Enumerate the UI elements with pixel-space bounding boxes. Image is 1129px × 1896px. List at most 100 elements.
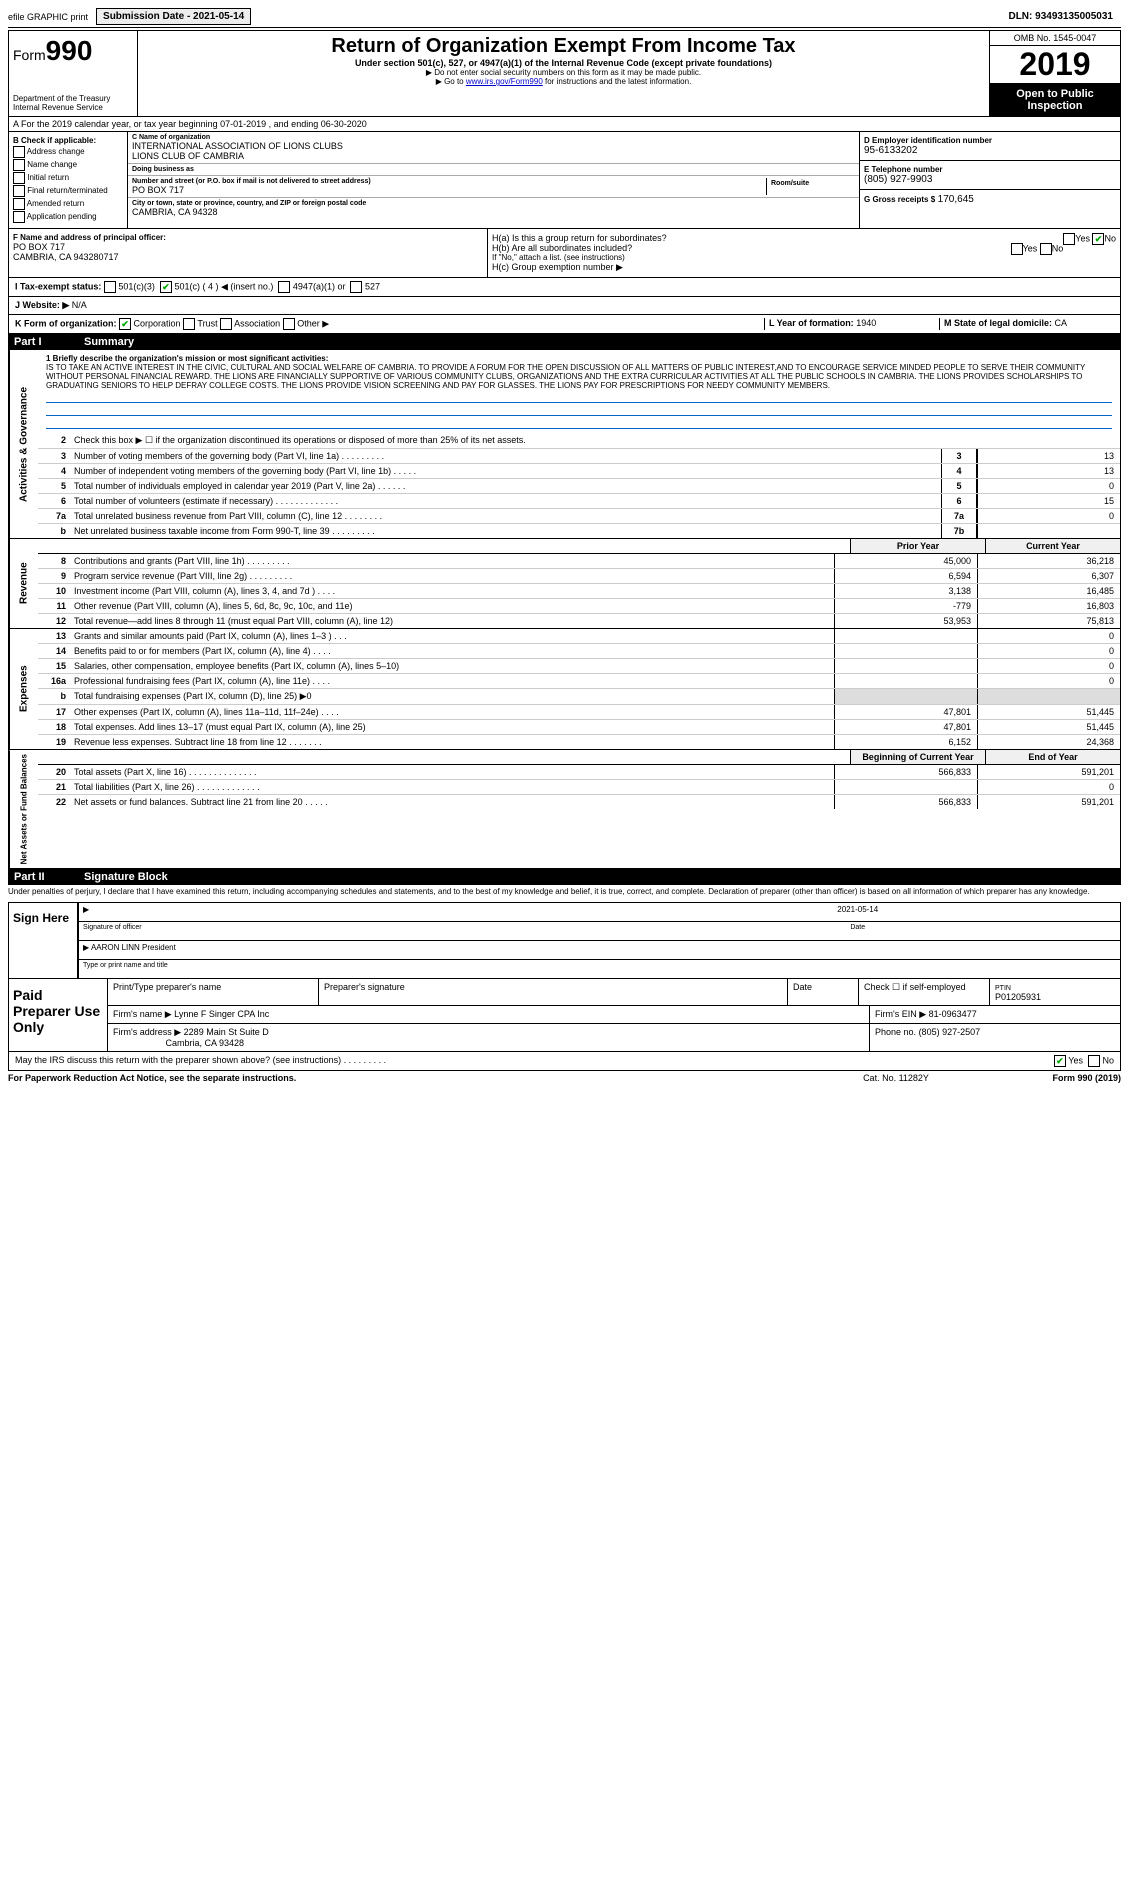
org-name-2: LIONS CLUB OF CAMBRIA xyxy=(132,151,855,161)
addr-value: PO BOX 717 xyxy=(132,185,766,195)
ptin-label: PTIN xyxy=(995,985,1011,992)
prep-h4: Check ☐ if self-employed xyxy=(859,979,990,1005)
form-num: 990 xyxy=(46,35,93,66)
chk-amended[interactable]: Amended return xyxy=(13,198,123,210)
exp-block: Expenses 13Grants and similar amounts pa… xyxy=(8,629,1121,750)
ha-row: H(a) Is this a group return for subordin… xyxy=(492,233,1116,243)
f-addr1: PO BOX 717 xyxy=(13,242,483,252)
f-label: F Name and address of principal officer: xyxy=(13,233,483,242)
line-b: bNet unrelated business taxable income f… xyxy=(38,524,1120,538)
side-expenses: Expenses xyxy=(9,629,38,749)
website-label: J Website: ▶ xyxy=(15,300,69,310)
tax-year: 2019 xyxy=(990,46,1120,84)
side-revenue: Revenue xyxy=(9,539,38,628)
city-cell: City or town, state or province, country… xyxy=(128,198,859,219)
chk-pending[interactable]: Application pending xyxy=(13,211,123,223)
gross-value: 170,645 xyxy=(938,194,974,205)
omb-number: OMB No. 1545-0047 xyxy=(990,31,1120,46)
na-header: Beginning of Current Year End of Year xyxy=(38,750,1120,765)
org-name-1: INTERNATIONAL ASSOCIATION OF LIONS CLUBS xyxy=(132,141,855,151)
m-value: CA xyxy=(1055,318,1068,328)
period-row: A For the 2019 calendar year, or tax yea… xyxy=(8,117,1121,132)
firm-ein-label: Firm's EIN ▶ xyxy=(875,1009,926,1019)
form-number: Form990 xyxy=(13,35,133,67)
sig-officer-label: Signature of officer xyxy=(83,924,600,938)
form-subtitle: Under section 501(c), 527, or 4947(a)(1)… xyxy=(142,58,985,68)
line-20: 20Total assets (Part X, line 16) . . . .… xyxy=(38,765,1120,780)
opt-final: Final return/terminated xyxy=(27,186,107,195)
ein-label: D Employer identification number xyxy=(864,136,1116,145)
line-9: 9Program service revenue (Part VIII, lin… xyxy=(38,569,1120,584)
sign-date-label: Date xyxy=(600,924,1117,938)
na-prior-header: Beginning of Current Year xyxy=(850,750,985,764)
sign-content: ▶ 2021-05-14 Signature of officer Date ▶… xyxy=(79,903,1120,978)
uline3 xyxy=(46,418,1112,429)
na-body: Beginning of Current Year End of Year 20… xyxy=(38,750,1120,868)
footer: For Paperwork Reduction Act Notice, see … xyxy=(8,1071,1121,1083)
addr-label: Number and street (or P.O. box if mail i… xyxy=(132,178,766,185)
line-16a: 16aProfessional fundraising fees (Part I… xyxy=(38,674,1120,689)
line-11: 11Other revenue (Part VIII, column (A), … xyxy=(38,599,1120,614)
m-cell: M State of legal domicile: CA xyxy=(939,318,1114,330)
header-center: Return of Organization Exempt From Incom… xyxy=(138,31,989,116)
firm-addr1: 2289 Main St Suite D xyxy=(184,1027,269,1037)
row-ijk: I Tax-exempt status: 501(c)(3) ✔ 501(c) … xyxy=(8,278,1121,334)
line-3: 3Number of voting members of the governi… xyxy=(38,449,1120,464)
submission-date-button[interactable]: Submission Date - 2021-05-14 xyxy=(96,8,251,25)
na-block: Net Assets or Fund Balances Beginning of… xyxy=(8,750,1121,869)
discuss-row: May the IRS discuss this return with the… xyxy=(8,1052,1121,1071)
note-2: ▶ Go to www.irs.gov/Form990 for instruct… xyxy=(142,77,985,86)
top-bar: efile GRAPHIC print Submission Date - 20… xyxy=(8,8,1121,28)
line-14: 14Benefits paid to or for members (Part … xyxy=(38,644,1120,659)
k-other: Other ▶ xyxy=(297,318,329,328)
k-label: K Form of organization: xyxy=(15,318,117,328)
prep-header-row: Print/Type preparer's name Preparer's si… xyxy=(108,979,1120,1006)
discuss-yesno[interactable]: ✔ Yes No xyxy=(1054,1055,1114,1067)
exp-lines: 13Grants and similar amounts paid (Part … xyxy=(38,629,1120,749)
opt-527: 527 xyxy=(365,281,380,291)
prep-h1: Print/Type preparer's name xyxy=(108,979,319,1005)
sign-date: 2021-05-14 xyxy=(600,905,1117,919)
uline2 xyxy=(46,405,1112,416)
firm-name: Lynne F Singer CPA Inc xyxy=(174,1009,269,1019)
k-assoc: Association xyxy=(234,318,280,328)
chk-address-change[interactable]: Address change xyxy=(13,146,123,158)
klm-row: K Form of organization: ✔ Corporation Tr… xyxy=(9,315,1120,333)
gov-lines: 2Check this box ▶ ☐ if the organization … xyxy=(38,433,1120,538)
chk-name-change[interactable]: Name change xyxy=(13,159,123,171)
na-current-header: End of Year xyxy=(985,750,1120,764)
sign-block: Sign Here ▶ 2021-05-14 Signature of offi… xyxy=(8,902,1121,979)
part1-num: Part I xyxy=(14,336,84,348)
sign-name-label: Type or print name and title xyxy=(83,962,1116,976)
line-7a: 7aTotal unrelated business revenue from … xyxy=(38,509,1120,524)
na-lines: 20Total assets (Part X, line 16) . . . .… xyxy=(38,765,1120,809)
footer-left: For Paperwork Reduction Act Notice, see … xyxy=(8,1073,821,1083)
chk-final-return[interactable]: Final return/terminated xyxy=(13,185,123,197)
prep-h2: Preparer's signature xyxy=(319,979,788,1005)
col-f: F Name and address of principal officer:… xyxy=(9,229,488,277)
gov-block: Activities & Governance 1 Briefly descri… xyxy=(8,350,1121,539)
line-4: 4Number of independent voting members of… xyxy=(38,464,1120,479)
tax-status-row: I Tax-exempt status: 501(c)(3) ✔ 501(c) … xyxy=(9,278,1120,297)
chk-initial-return[interactable]: Initial return xyxy=(13,172,123,184)
line-b: bTotal fundraising expenses (Part IX, co… xyxy=(38,689,1120,705)
header-left: Form990 Department of the Treasury Inter… xyxy=(9,31,138,116)
section-bcd: B Check if applicable: Address change Na… xyxy=(8,132,1121,229)
l-cell: L Year of formation: 1940 xyxy=(764,318,939,330)
website-value: N/A xyxy=(72,300,87,310)
k-corp: Corporation xyxy=(134,318,181,328)
side-governance: Activities & Governance xyxy=(9,350,38,538)
uline1 xyxy=(46,392,1112,403)
sig-name-row: ▶ AARON LINN President xyxy=(79,941,1120,960)
irs-link[interactable]: www.irs.gov/Form990 xyxy=(466,77,543,86)
form-title: Return of Organization Exempt From Incom… xyxy=(142,35,985,58)
sign-name: AARON LINN President xyxy=(91,943,176,952)
efile-label: efile GRAPHIC print xyxy=(8,12,88,22)
line-8: 8Contributions and grants (Part VIII, li… xyxy=(38,554,1120,569)
sig-label-row: Signature of officer Date xyxy=(79,922,1120,941)
hb-label: H(b) Are all subordinates included? xyxy=(492,243,632,253)
prior-year-header: Prior Year xyxy=(850,539,985,553)
opt-pending: Application pending xyxy=(27,212,97,221)
line-6: 6Total number of volunteers (estimate if… xyxy=(38,494,1120,509)
l-value: 1940 xyxy=(856,318,876,328)
